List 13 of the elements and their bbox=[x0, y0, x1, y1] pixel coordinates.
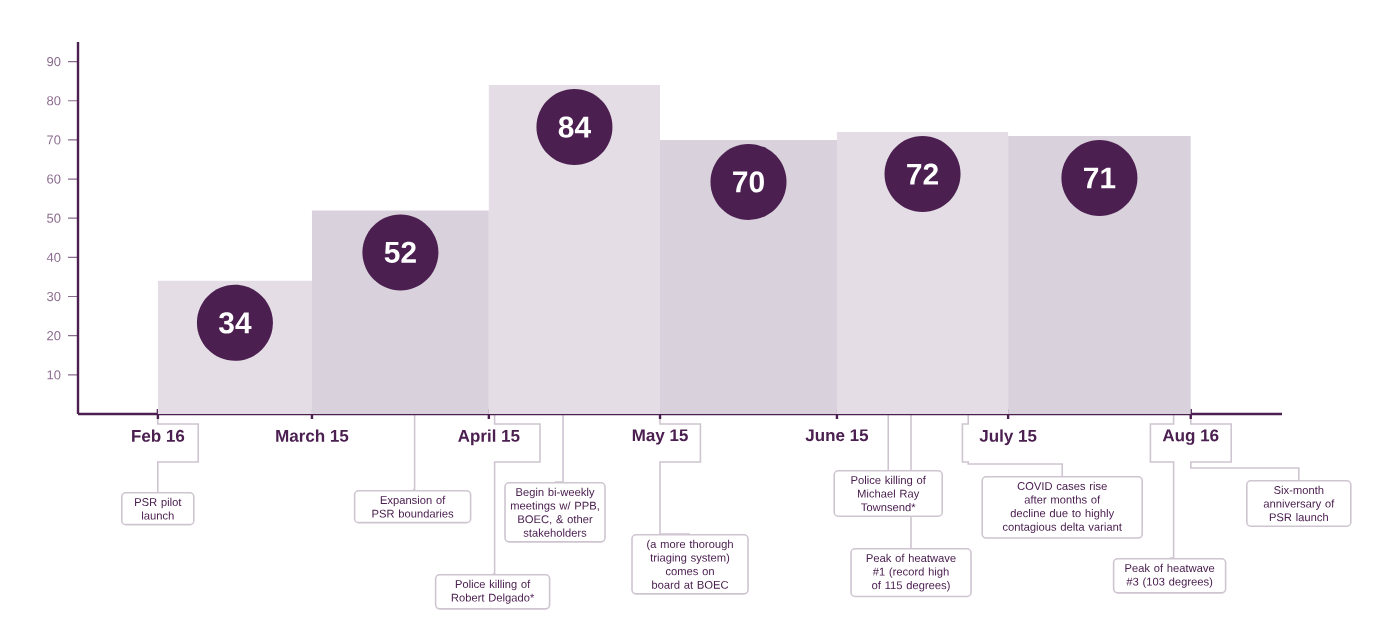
data-label: 52 bbox=[384, 241, 416, 263]
x-tick-label: July 15 bbox=[979, 429, 1037, 446]
x-tick-label: Feb 16 bbox=[132, 429, 185, 442]
data-label: 71 bbox=[1084, 167, 1116, 189]
data-label: 34 bbox=[218, 312, 252, 334]
x-tick-label: April 15 bbox=[458, 429, 520, 446]
data-label: 84 bbox=[558, 116, 591, 138]
x-tick-label: May 15 bbox=[632, 429, 688, 445]
data-label: 72 bbox=[907, 163, 938, 185]
x-tick-label: March 15 bbox=[276, 429, 349, 442]
data-label: 70 bbox=[733, 171, 764, 193]
x-tick-label: Aug 16 bbox=[1162, 429, 1219, 445]
x-tick-label: June 15 bbox=[805, 429, 869, 442]
